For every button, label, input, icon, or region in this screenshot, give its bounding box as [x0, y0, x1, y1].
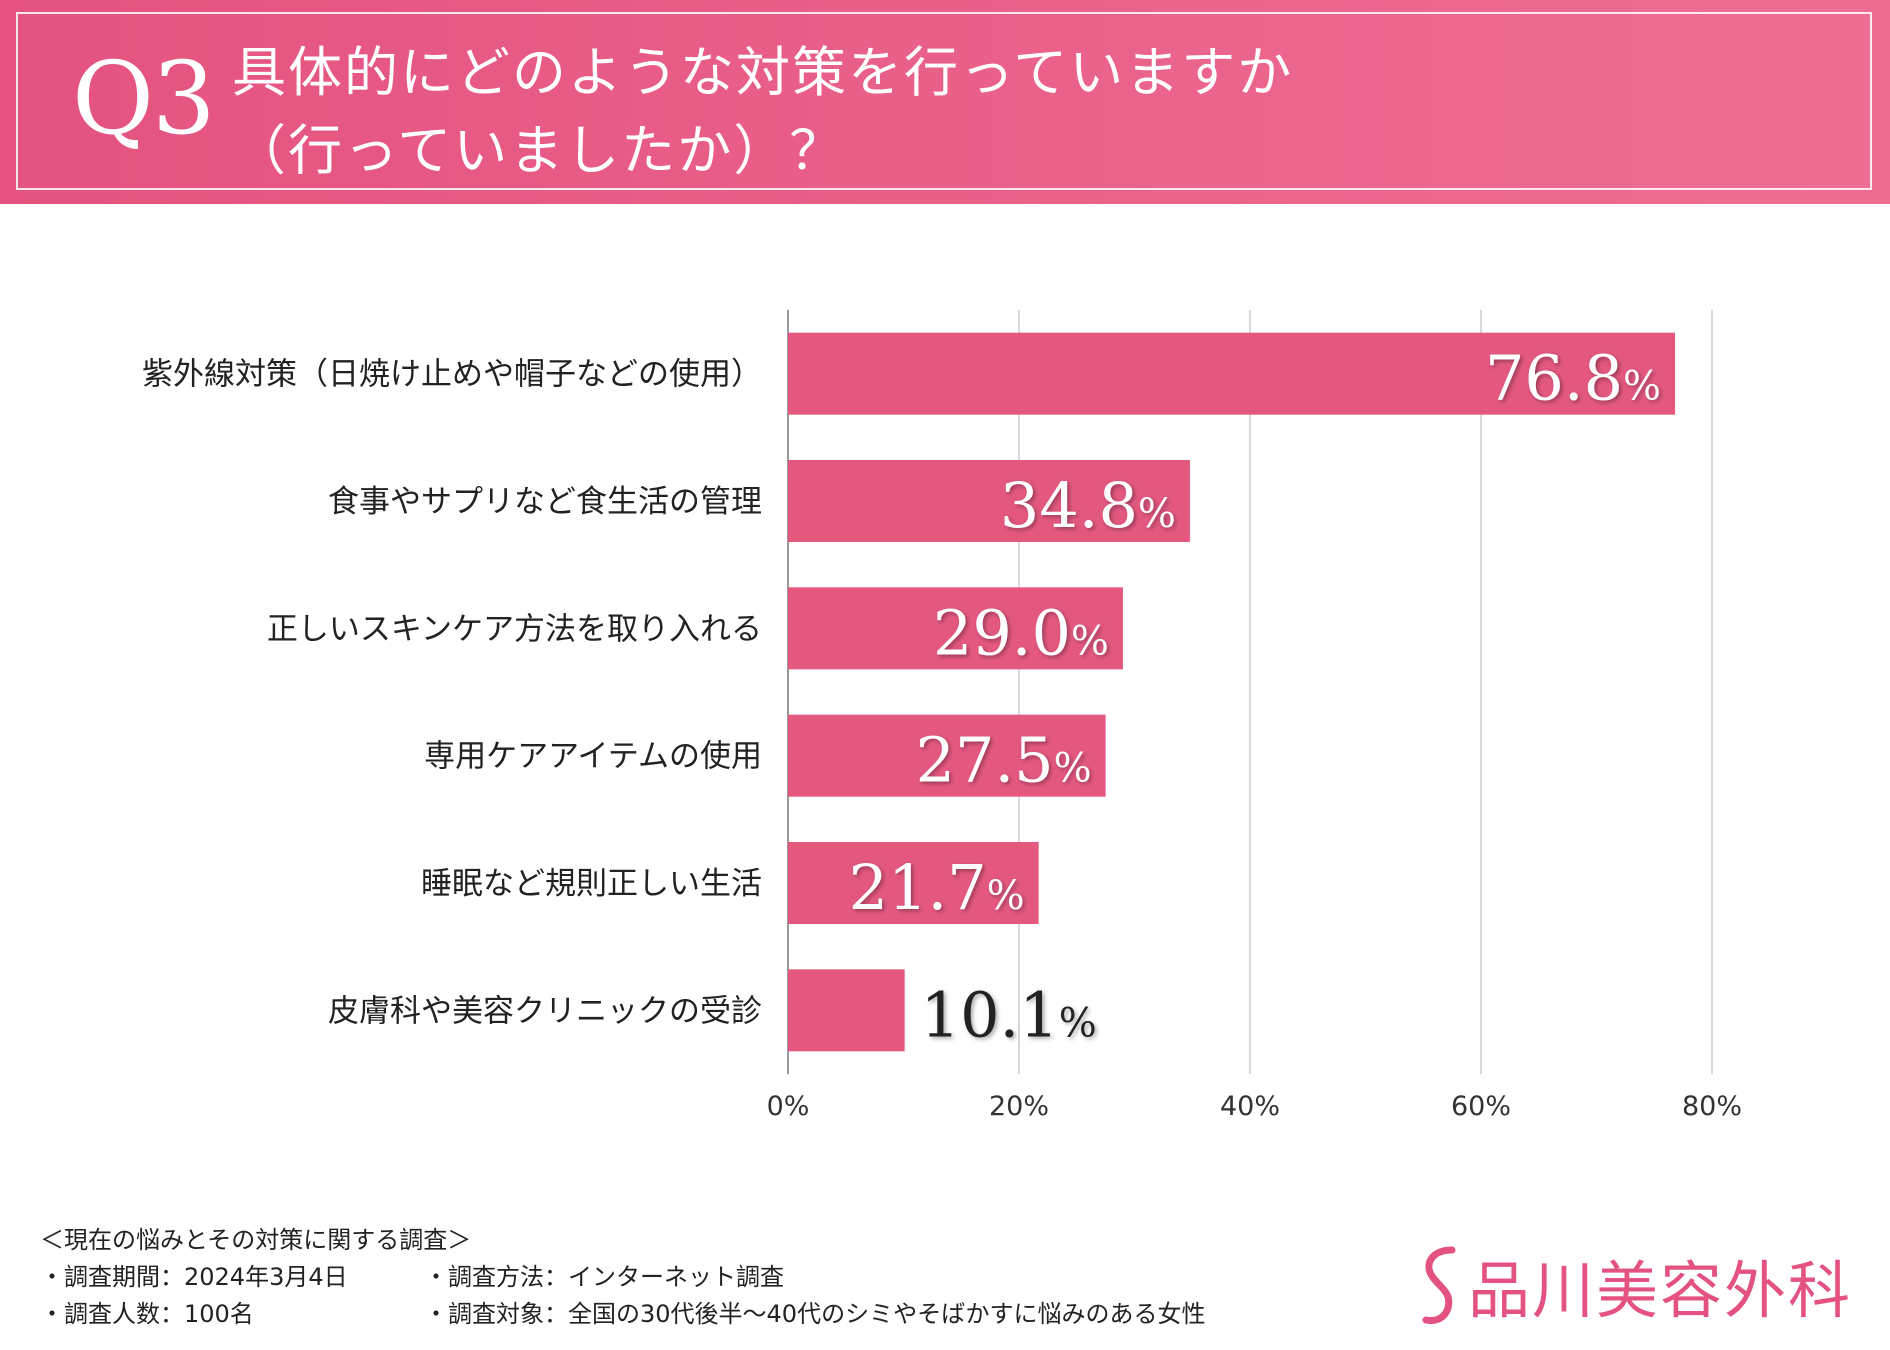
category-label: 睡眠など規則正しい生活 — [421, 866, 762, 902]
survey-row-2: ・調査人数：100名 ・調査対象：全国の30代後半～40代のシミやそばかすに悩み… — [40, 1296, 1206, 1333]
bar-chart: 0% 20% 40% 60% 80% 紫外線対策（日焼け止めや帽子などの使用） 76.8% 食… — [142, 310, 1742, 1122]
label-layer: 0% 20% 40% 60% 80% 紫外線対策（日焼け止めや帽子などの使用） 76.8% 食… — [142, 342, 1742, 1122]
x-tick-label: 40% — [1220, 1091, 1280, 1122]
question-number: Q3 — [72, 40, 216, 157]
bar — [788, 714, 1106, 797]
x-tick-label: 60% — [1451, 1091, 1511, 1122]
data-label: 76.8% — [1485, 342, 1661, 415]
grid-layer — [787, 310, 1713, 1074]
category-label: 正しいスキンケア方法を取り入れる — [267, 611, 762, 647]
x-tick-label: 0% — [767, 1091, 810, 1122]
survey-method: ・調査方法：インターネット調査 — [424, 1263, 784, 1291]
logo-s-icon — [1422, 1246, 1456, 1324]
question-title: 具体的にどのような対策を行っていますか （行っていましたか）？ — [232, 34, 1293, 190]
bar — [788, 332, 1676, 415]
brand-logo: 品川美容外科 — [1418, 1240, 1852, 1330]
question-title-line1: 具体的にどのような対策を行っていますか — [232, 41, 1294, 104]
data-label: 34.8% — [1000, 469, 1176, 542]
data-label: 21.7% — [849, 851, 1025, 924]
category-label: 紫外線対策（日焼け止めや帽子などの使用） — [142, 357, 762, 393]
category-label: 食事やサプリなど食生活の管理 — [328, 484, 762, 520]
bar — [788, 969, 905, 1052]
survey-footer: ＜現在の悩みとその対策に関する調査＞ ・調査期間：2024年3月4日 ・調査方法… — [40, 1222, 1206, 1333]
category-label: 専用ケアアイテムの使用 — [424, 739, 762, 775]
bar — [788, 587, 1123, 670]
survey-period: ・調査期間：2024年3月4日 — [40, 1263, 348, 1291]
survey-heading: ＜現在の悩みとその対策に関する調査＞ — [40, 1226, 472, 1254]
survey-count: ・調査人数：100名 — [40, 1300, 254, 1328]
survey-target: ・調査対象：全国の30代後半～40代のシミやそばかすに悩みのある女性 — [424, 1300, 1206, 1328]
question-title-line2: （行っていましたか）？ — [232, 119, 846, 182]
data-label: 10.1% — [921, 978, 1097, 1051]
logo-text: 品川美容外科 — [1468, 1254, 1853, 1327]
bar — [788, 842, 1039, 924]
survey-row-1: ・調査期間：2024年3月4日 ・調査方法：インターネット調査 — [40, 1259, 784, 1296]
data-label: 27.5% — [916, 724, 1092, 797]
bar-layer — [788, 332, 1676, 1052]
category-label: 皮膚科や美容クリニックの受診 — [328, 993, 762, 1029]
data-label: 29.0% — [933, 596, 1109, 669]
header-frame — [16, 12, 1872, 190]
bar — [788, 460, 1190, 542]
x-tick-label: 80% — [1682, 1091, 1742, 1122]
header-banner: Q3 具体的にどのような対策を行っていますか （行っていましたか）？ — [0, 0, 1890, 204]
x-tick-label: 20% — [989, 1091, 1049, 1122]
